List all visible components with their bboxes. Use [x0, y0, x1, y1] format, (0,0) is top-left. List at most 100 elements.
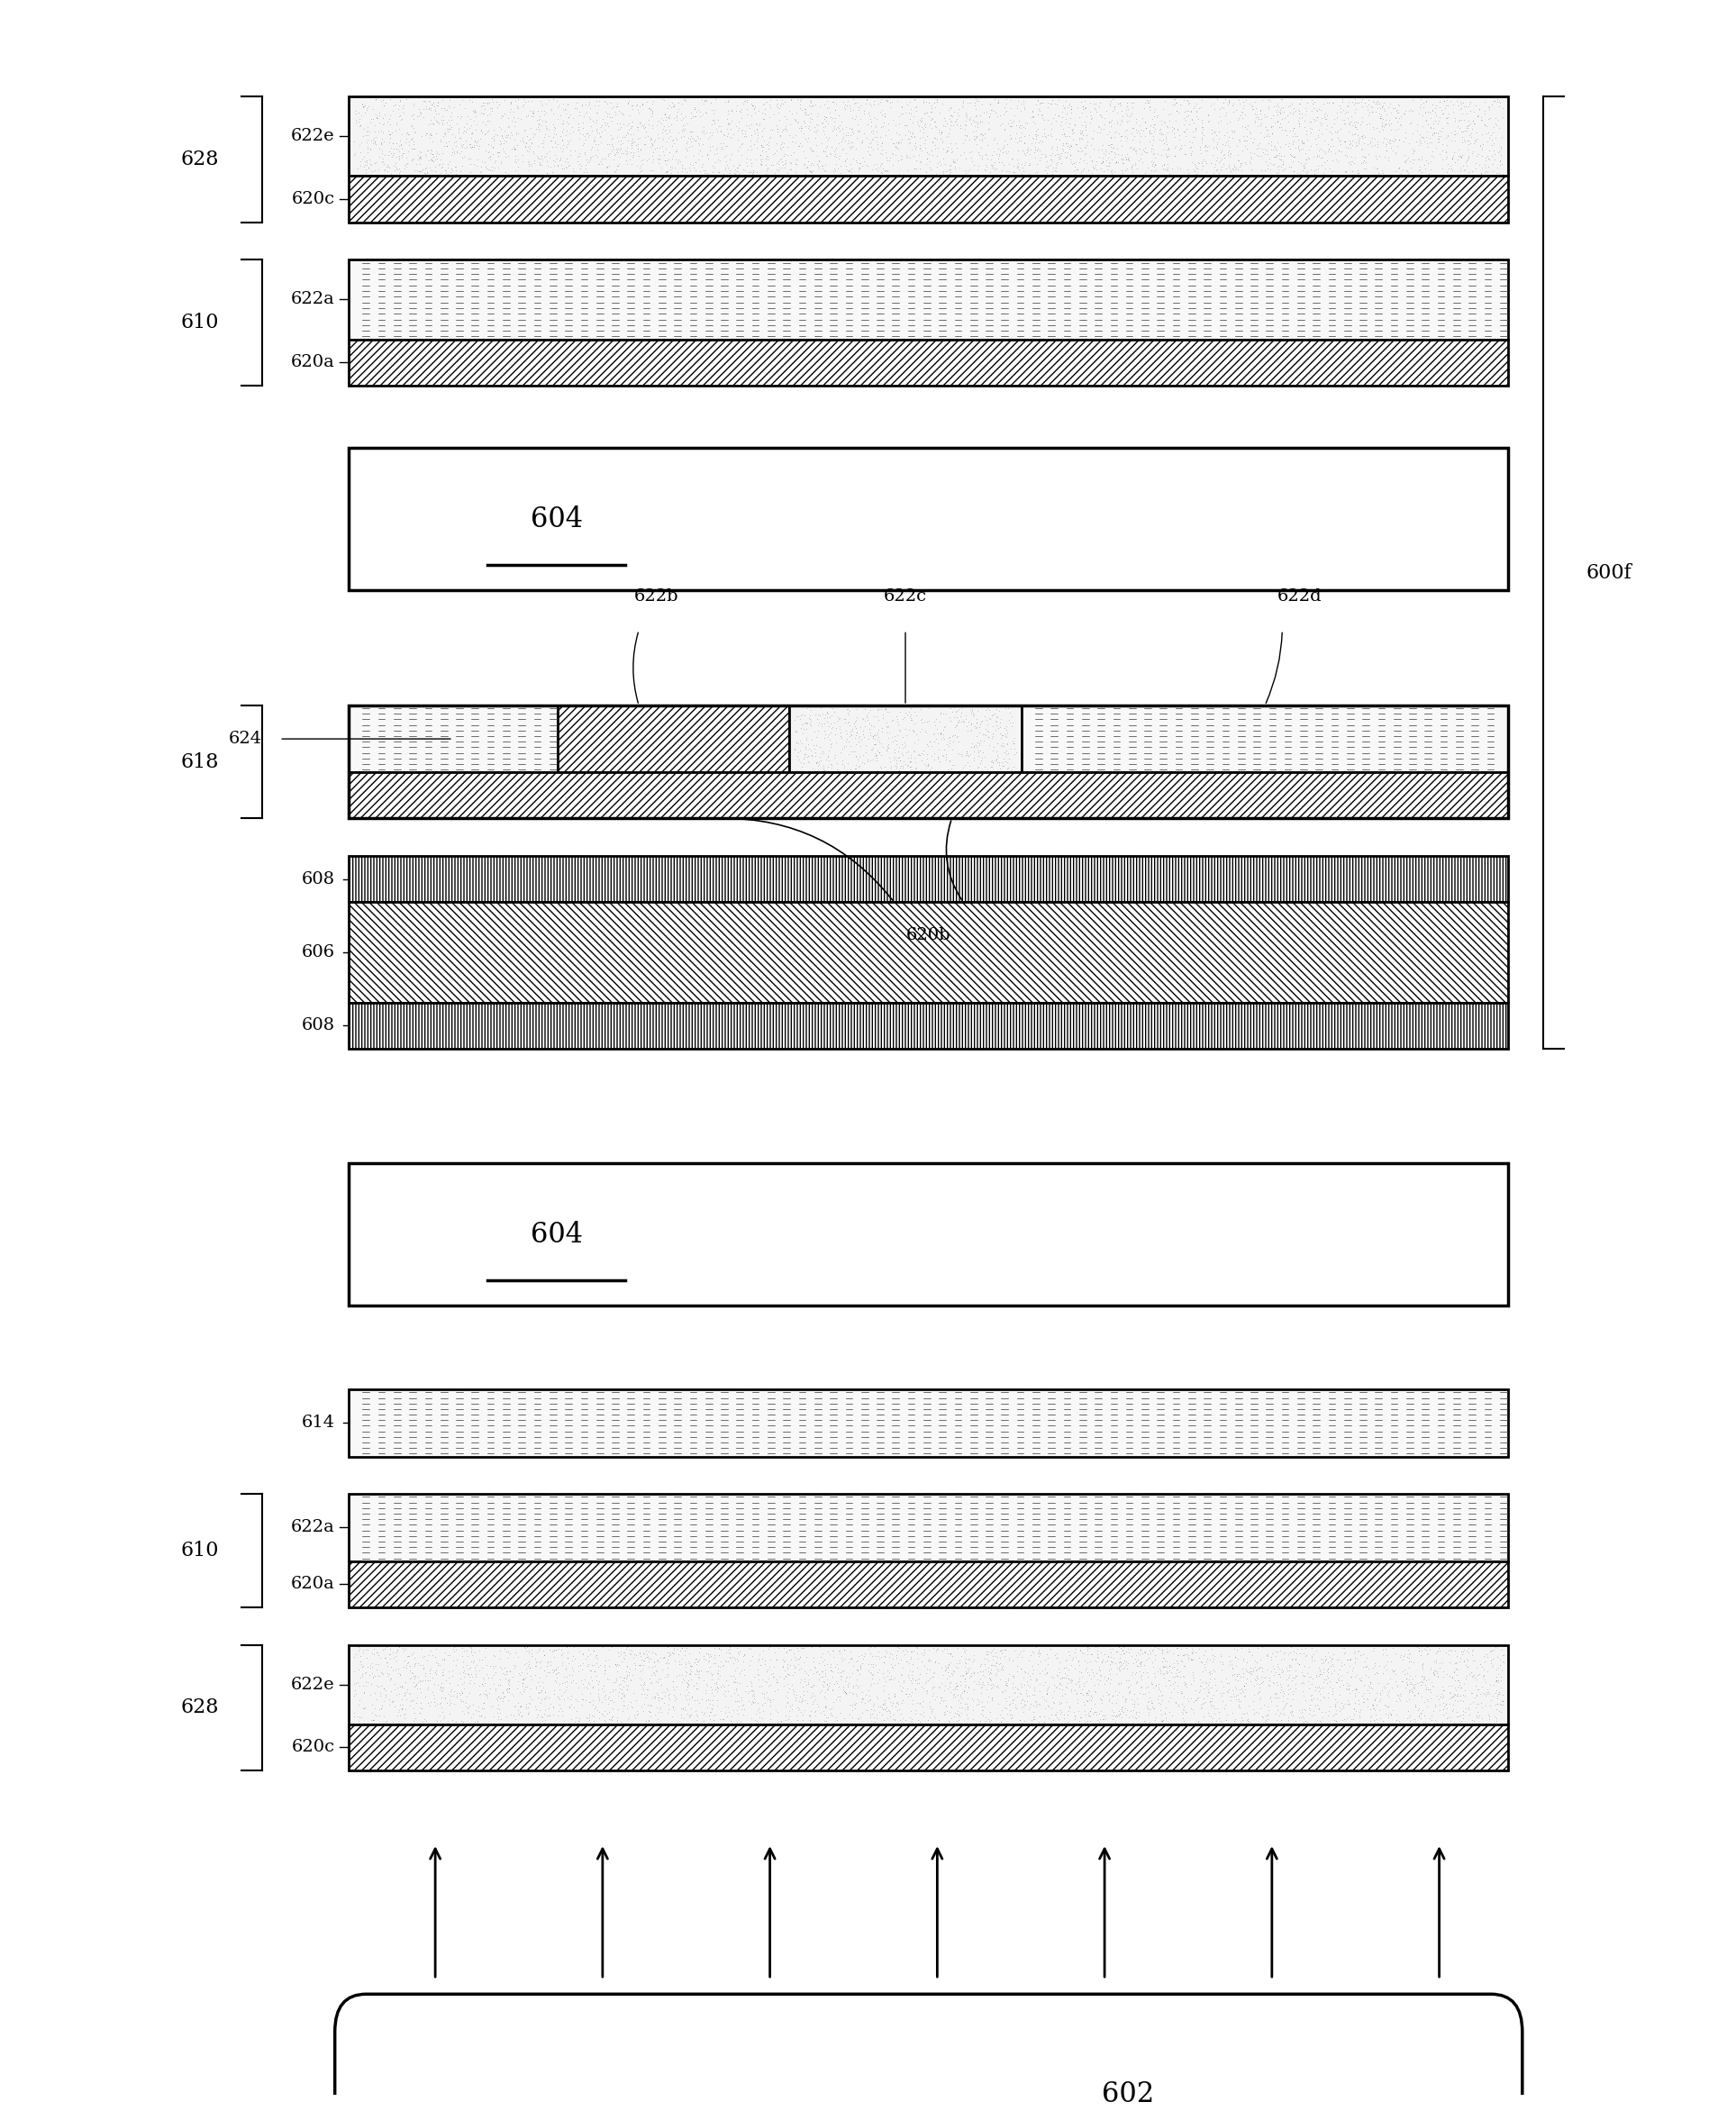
Point: [1470, 1644, 1498, 1678]
Point: [1172, 1695, 1200, 1729]
Point: [427, 150, 455, 184]
Point: [391, 1701, 418, 1735]
Point: [616, 144, 644, 177]
Point: [1147, 1678, 1175, 1712]
Point: [1483, 1687, 1510, 1720]
Point: [906, 120, 934, 154]
Point: [908, 743, 936, 777]
Point: [1377, 1661, 1404, 1695]
Point: [1279, 114, 1307, 148]
Point: [958, 726, 986, 760]
Point: [1255, 1693, 1283, 1727]
Point: [818, 726, 845, 760]
Point: [832, 1661, 859, 1695]
Point: [767, 118, 795, 152]
Point: [1217, 137, 1245, 171]
Point: [1003, 1640, 1031, 1674]
Point: [1113, 106, 1141, 139]
Point: [1113, 122, 1141, 156]
Point: [823, 118, 851, 152]
Point: [380, 1672, 408, 1706]
Point: [675, 1699, 703, 1733]
Point: [969, 122, 996, 156]
Point: [960, 1642, 988, 1676]
Point: [1486, 1642, 1514, 1676]
Point: [865, 735, 892, 768]
Point: [358, 122, 385, 156]
Point: [434, 103, 462, 137]
Point: [1240, 1678, 1267, 1712]
Point: [720, 1642, 748, 1676]
Point: [698, 116, 726, 150]
Point: [408, 1687, 436, 1720]
Point: [1462, 106, 1489, 139]
Point: [851, 692, 878, 726]
Point: [526, 1693, 554, 1727]
Point: [837, 118, 865, 152]
Point: [1377, 1697, 1404, 1731]
Point: [1073, 1630, 1101, 1663]
Point: [585, 1695, 613, 1729]
Point: [990, 749, 1017, 783]
Point: [1437, 116, 1465, 150]
Point: [609, 1636, 637, 1670]
Point: [1363, 125, 1391, 158]
Point: [767, 114, 795, 148]
Point: [924, 1632, 951, 1666]
Point: [679, 1680, 707, 1714]
Point: [1135, 116, 1163, 150]
Point: [823, 1680, 851, 1714]
Point: [665, 1638, 693, 1672]
Point: [663, 99, 691, 133]
Point: [842, 99, 870, 133]
Point: [479, 1689, 507, 1723]
Point: [1297, 1678, 1325, 1712]
Point: [1203, 82, 1231, 116]
Point: [1259, 1649, 1286, 1682]
Point: [832, 1676, 859, 1710]
Point: [363, 127, 391, 160]
Point: [672, 1632, 700, 1666]
Point: [583, 1693, 611, 1727]
Point: [1149, 148, 1177, 182]
Point: [1359, 1651, 1387, 1685]
Point: [679, 129, 707, 163]
Point: [790, 741, 818, 775]
Point: [877, 91, 904, 125]
Point: [705, 144, 733, 177]
Point: [957, 749, 984, 783]
Point: [899, 714, 927, 747]
Point: [811, 707, 838, 741]
Point: [818, 1647, 845, 1680]
Point: [965, 724, 993, 758]
Point: [814, 122, 842, 156]
Point: [1248, 135, 1276, 169]
Point: [1042, 154, 1069, 188]
Point: [889, 97, 917, 131]
Point: [1147, 139, 1175, 173]
Point: [1212, 1704, 1240, 1737]
Point: [1408, 110, 1436, 144]
Point: [1441, 116, 1469, 150]
Point: [1231, 1672, 1259, 1706]
Point: [1420, 1657, 1448, 1691]
Point: [806, 1661, 833, 1695]
Point: [696, 1670, 724, 1704]
Point: [760, 97, 788, 131]
Point: [908, 1644, 936, 1678]
Point: [1182, 95, 1210, 129]
Point: [726, 1655, 753, 1689]
Point: [469, 1676, 496, 1710]
Point: [684, 93, 712, 127]
Point: [366, 127, 394, 160]
Point: [1012, 1663, 1040, 1697]
Point: [474, 1661, 502, 1695]
Point: [771, 1642, 799, 1676]
Point: [908, 703, 936, 737]
Point: [1389, 97, 1417, 131]
Point: [1163, 1638, 1191, 1672]
Point: [1097, 135, 1125, 169]
Point: [953, 735, 981, 768]
Point: [424, 1668, 451, 1701]
Point: [1009, 133, 1036, 167]
